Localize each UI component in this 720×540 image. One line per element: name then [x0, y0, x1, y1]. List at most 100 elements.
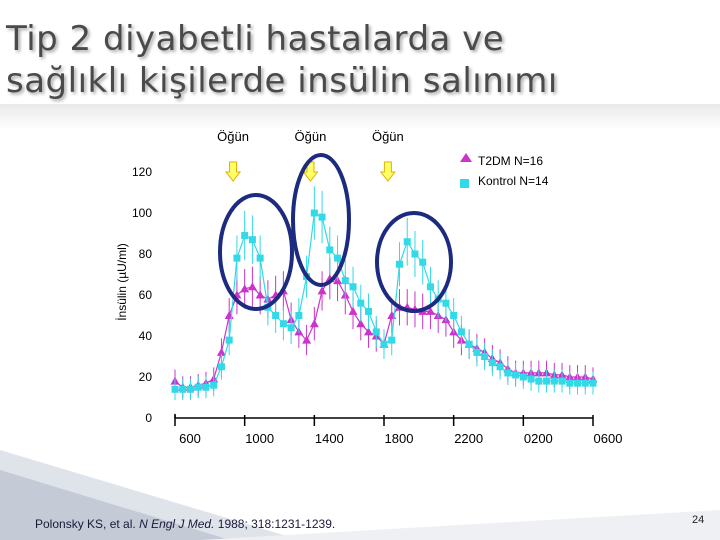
data-point: [186, 385, 194, 393]
highlight-circle-3: [375, 211, 453, 313]
data-point: [481, 353, 489, 360]
x-tick-label: 600: [179, 431, 201, 446]
data-point: [356, 319, 366, 328]
title-line-1: Tip 2 diyabetli hastalarda ve: [6, 19, 505, 59]
data-point: [295, 312, 303, 319]
meal-arrow-icon: [379, 161, 396, 182]
data-point: [380, 340, 388, 348]
data-point: [302, 335, 312, 344]
meal-arrow-icon: [225, 161, 242, 182]
data-point: [179, 385, 187, 393]
data-point: [317, 286, 327, 295]
x-tick-label: 1800: [385, 431, 414, 446]
data-point: [426, 283, 434, 291]
data-point: [255, 290, 265, 299]
data-point: [535, 377, 543, 385]
data-point: [543, 377, 551, 385]
y-tick-label: 100: [132, 206, 152, 220]
y-tick-label: 0: [145, 411, 152, 425]
data-point: [194, 383, 202, 391]
data-point: [256, 254, 264, 262]
y-axis-label: İnsülin (µU/ml): [115, 243, 129, 321]
data-point: [216, 347, 226, 356]
data-point: [202, 383, 210, 391]
data-point: [309, 319, 319, 328]
data-point: [519, 373, 527, 381]
data-point: [465, 340, 473, 348]
data-point: [527, 375, 535, 383]
data-point: [310, 209, 318, 217]
data-point: [450, 312, 458, 319]
data-point: [550, 377, 558, 385]
data-point: [425, 306, 435, 315]
y-tick-label: 40: [139, 329, 153, 343]
data-point: [581, 379, 589, 387]
x-tick-label: 0200: [524, 431, 553, 446]
data-point: [395, 260, 403, 268]
meal-label: Öğün: [295, 129, 327, 144]
x-tick-label: 1000: [245, 431, 274, 446]
legend-marker-control: [460, 179, 469, 188]
data-point: [334, 254, 342, 262]
highlight-circles: [218, 153, 453, 313]
data-point: [318, 213, 326, 221]
data-point: [365, 307, 373, 315]
y-tick-label: 120: [132, 165, 152, 179]
data-point: [233, 254, 241, 262]
data-point: [217, 363, 225, 371]
data-point: [372, 328, 380, 336]
data-point: [247, 282, 257, 291]
series-control: [171, 186, 597, 401]
data-point: [566, 379, 574, 387]
page-number: 24: [692, 514, 705, 526]
data-point: [442, 299, 450, 307]
data-point: [171, 385, 179, 393]
data-point: [473, 348, 481, 356]
data-point: [488, 359, 496, 367]
data-point: [240, 284, 250, 293]
citation: Polonsky KS, et al. N Engl J Med. 1988; …: [35, 517, 335, 531]
data-point: [558, 377, 566, 385]
data-point: [287, 324, 295, 332]
data-point: [210, 381, 218, 389]
data-point: [348, 306, 358, 315]
data-point: [248, 236, 256, 244]
chart-legend: T2DM N=16 Kontrol N=14: [460, 153, 549, 188]
data-point: [411, 250, 419, 258]
y-tick-label: 60: [139, 288, 153, 302]
slide-title: Tip 2 diyabetli hastalarda ve sağlıklı k…: [6, 18, 706, 102]
footer-decoration: [0, 450, 720, 540]
data-point: [364, 327, 374, 336]
data-point: [589, 379, 597, 387]
x-tick-label: 0600: [594, 431, 623, 446]
data-point: [279, 320, 287, 328]
data-point: [419, 258, 427, 266]
data-point: [504, 369, 512, 377]
highlight-circle-2: [291, 153, 351, 287]
data-point: [225, 336, 233, 344]
data-point: [457, 328, 465, 336]
legend-marker-t2dm: [460, 153, 472, 162]
x-tick-label: 2200: [454, 431, 483, 446]
data-point: [341, 277, 349, 285]
chart-axes: 0 20 40 60 80 100 120 İnsülin (µU/ml) 600 1000 140…: [115, 165, 622, 446]
title-underline-band: [0, 104, 720, 130]
citation-journal: N Engl J Med.: [139, 517, 215, 531]
data-point: [241, 232, 249, 240]
data-point: [403, 238, 411, 246]
data-point: [326, 246, 334, 254]
citation-details: 1988; 318:1231-1239.: [214, 517, 336, 531]
x-tick-label: 1400: [315, 431, 344, 446]
chart-series: [170, 186, 598, 401]
data-point: [574, 379, 582, 387]
y-tick-label: 20: [139, 370, 153, 384]
data-point: [349, 283, 357, 291]
legend-label-t2dm: T2DM N=16: [478, 154, 543, 168]
data-point: [496, 363, 504, 371]
title-line-2: sağlıklı kişilerde insülin salınımı: [6, 61, 558, 101]
data-point: [388, 336, 396, 344]
meal-label: Öğün: [372, 129, 404, 144]
highlight-circle-1: [218, 193, 294, 311]
citation-authors: Polonsky KS, et al.: [35, 517, 140, 531]
